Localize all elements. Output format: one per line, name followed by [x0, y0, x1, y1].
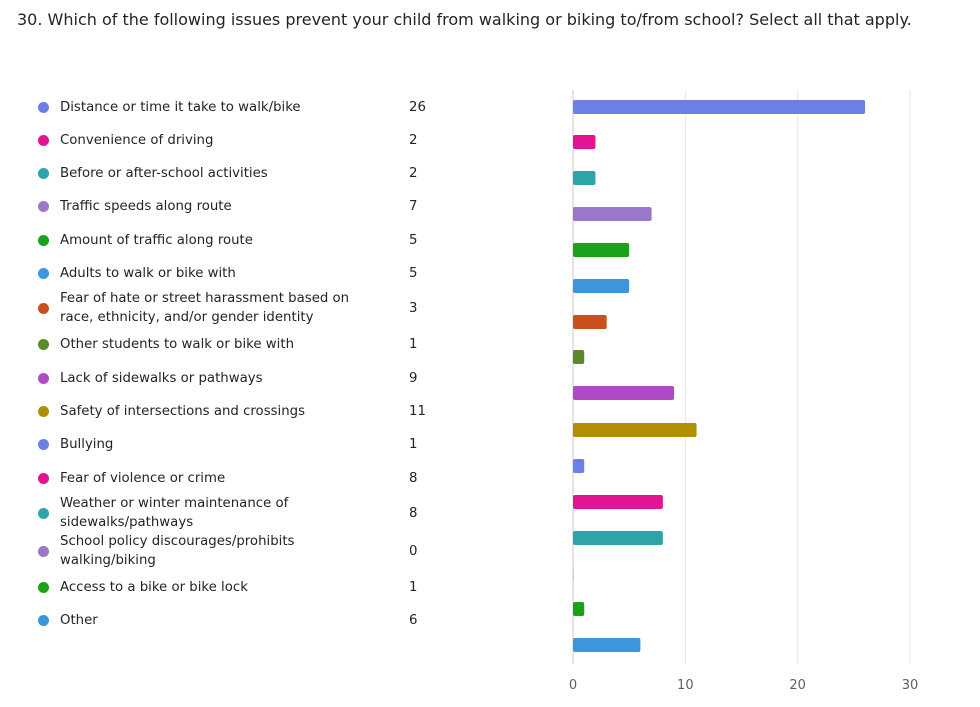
bar[interactable] [573, 386, 675, 400]
legend-label: Bullying [60, 436, 114, 452]
legend-count: 7 [409, 198, 418, 214]
bar-chart: 0 10 20 30 [569, 90, 918, 693]
bar[interactable] [573, 567, 574, 581]
bar[interactable] [573, 602, 585, 616]
legend-label: Before or after-school activities [60, 165, 268, 181]
legend-label: Convenience of driving [60, 132, 214, 148]
bar[interactable] [573, 279, 630, 293]
legend-count: 5 [409, 232, 418, 248]
legend-count: 8 [409, 470, 418, 486]
bar[interactable] [573, 350, 585, 364]
bar[interactable] [573, 423, 697, 437]
legend-count: 1 [409, 336, 418, 352]
legend-color-dot-icon [38, 372, 49, 384]
legend-color-dot-icon [38, 200, 49, 212]
tick-layer: 0 10 20 30 [569, 678, 918, 693]
legend: Distance or time it take to walk/bike 26 C… [0, 0, 460, 707]
legend-count: 6 [409, 612, 418, 628]
legend-label: Other [60, 612, 98, 628]
legend-color-dot-icon [38, 507, 49, 519]
legend-count: 1 [409, 579, 418, 595]
legend-count: 11 [409, 403, 426, 419]
legend-item: Amount of traffic along route 5 [0, 223, 460, 257]
bar[interactable] [573, 171, 596, 185]
legend-item: Safety of intersections and crossings 11 [0, 394, 460, 428]
legend-item: Other 6 [0, 603, 460, 637]
x-tick-label: 10 [677, 678, 694, 693]
legend-item: Other students to walk or bike with 1 [0, 327, 460, 361]
legend-color-dot-icon [38, 338, 49, 350]
legend-label: Traffic speeds along route [60, 198, 232, 214]
legend-item: School policy discourages/prohibits walk… [0, 534, 460, 568]
legend-label: School policy discourages/prohibits walk… [60, 534, 295, 568]
legend-item: Before or after-school activities 2 [0, 156, 460, 190]
legend-label: Fear of hate or street harassment based … [60, 291, 350, 325]
legend-label: Lack of sidewalks or pathways [60, 370, 263, 386]
bar[interactable] [573, 100, 866, 114]
legend-item: Fear of hate or street harassment based … [0, 291, 460, 325]
bar[interactable] [573, 531, 663, 545]
legend-count: 9 [409, 370, 418, 386]
legend-item: Distance or time it take to walk/bike 26 [0, 90, 460, 124]
legend-color-dot-icon [38, 134, 49, 146]
legend-item: Traffic speeds along route 7 [0, 189, 460, 223]
bar[interactable] [573, 638, 641, 652]
legend-count: 0 [409, 543, 418, 559]
legend-label: Adults to walk or bike with [60, 265, 236, 281]
legend-label: Access to a bike or bike lock [60, 579, 248, 595]
legend-label: Amount of traffic along route [60, 232, 253, 248]
legend-item: Adults to walk or bike with 5 [0, 256, 460, 290]
legend-color-dot-icon [38, 405, 49, 417]
legend-color-dot-icon [38, 167, 49, 179]
legend-color-dot-icon [38, 234, 49, 246]
bar[interactable] [573, 495, 663, 509]
legend-item: Access to a bike or bike lock 1 [0, 570, 460, 604]
legend-color-dot-icon [38, 438, 49, 450]
legend-item: Weather or winter maintenance of sidewal… [0, 496, 460, 530]
legend-color-dot-icon [38, 581, 49, 593]
legend-color-dot-icon [38, 472, 49, 484]
legend-count: 26 [409, 99, 426, 115]
bar[interactable] [573, 315, 607, 329]
bar[interactable] [573, 207, 652, 221]
legend-count: 3 [409, 300, 418, 316]
legend-label: Fear of violence or crime [60, 470, 226, 486]
legend-label: Weather or winter maintenance of sidewal… [60, 496, 289, 530]
legend-color-dot-icon [38, 101, 49, 113]
bar[interactable] [573, 459, 585, 473]
legend-color-dot-icon [38, 545, 49, 557]
legend-count: 8 [409, 505, 418, 521]
bar[interactable] [573, 243, 630, 257]
legend-label: Safety of intersections and crossings [60, 403, 306, 419]
legend-label: Other students to walk or bike with [60, 336, 294, 352]
legend-count: 1 [409, 436, 418, 452]
legend-count: 2 [409, 132, 418, 148]
legend-item: Lack of sidewalks or pathways 9 [0, 361, 460, 395]
x-tick-label: 0 [569, 678, 577, 693]
legend-label: Distance or time it take to walk/bike [60, 99, 301, 115]
legend-item: Fear of violence or crime 8 [0, 461, 460, 495]
question-title: 30. Which of the following issues preven… [17, 10, 912, 29]
legend-item: Convenience of driving 2 [0, 123, 460, 157]
legend-count: 2 [409, 165, 418, 181]
legend-item: Bullying 1 [0, 427, 460, 461]
bar[interactable] [573, 135, 596, 149]
legend-color-dot-icon [38, 614, 49, 626]
bar-layer [573, 100, 866, 652]
x-tick-label: 20 [789, 678, 806, 693]
legend-count: 5 [409, 265, 418, 281]
legend-color-dot-icon [38, 302, 49, 314]
legend-color-dot-icon [38, 267, 49, 279]
x-tick-label: 30 [902, 678, 919, 693]
grid-layer [572, 90, 911, 664]
